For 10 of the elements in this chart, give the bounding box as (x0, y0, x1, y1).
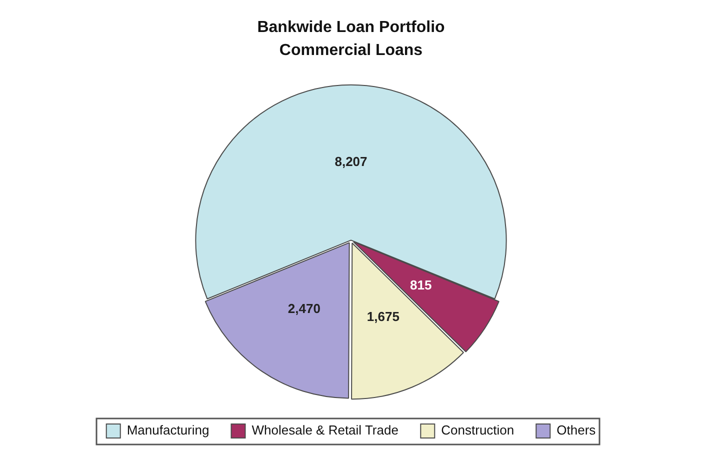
legend-label: Manufacturing (126, 422, 210, 438)
data-label: 2,470 (288, 301, 320, 316)
legend-label: Others (556, 422, 596, 438)
data-label: 8,207 (334, 154, 368, 170)
chart-title: Bankwide Loan Portfolio (257, 19, 446, 36)
legend-label: Wholesale & Retail Trade (252, 422, 398, 438)
data-label: 1,675 (366, 308, 400, 324)
data-label: 815 (410, 278, 432, 293)
chart-subtitle: Commercial Loans (279, 42, 423, 60)
legend-label: Construction (441, 422, 514, 438)
